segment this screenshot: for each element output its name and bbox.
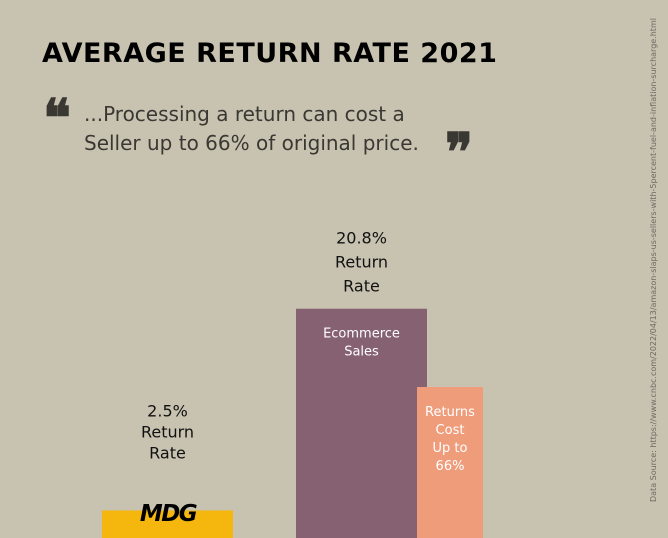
quote-text: ...Processing a return can cost a Seller…: [84, 102, 419, 155]
bar-returns-cost: [417, 386, 483, 538]
bar-mdg: [102, 510, 233, 538]
close-quote-icon: ❞: [445, 122, 473, 183]
mdg-logo: MDG: [139, 501, 198, 527]
bar-label-mdg-line-3: Rate: [149, 443, 186, 462]
bar-label-ecommerce-sales-line-1: 20.8%: [336, 229, 387, 248]
bar-inner-label-ecommerce-sales-line-2: Sales: [344, 345, 379, 360]
chart-title: AVERAGE RETURN RATE 2021: [42, 38, 498, 69]
bar-label-ecommerce-sales-line-2: Return: [335, 253, 388, 272]
bar-inner-label-returns-cost-line-1: Returns: [425, 405, 475, 420]
bar-inner-label-ecommerce-sales-line-1: Ecommerce: [323, 327, 400, 342]
bar-label-mdg-line-2: Return: [141, 422, 194, 441]
bar-inner-label-returns-cost-line-2: Cost: [436, 423, 465, 438]
open-quote-icon: ❝: [43, 88, 71, 149]
bar-inner-label-returns-cost-line-3: Up to: [433, 441, 468, 456]
bar-ecommerce-sales: [296, 308, 427, 538]
bar-label-ecommerce-sales-line-3: Rate: [343, 277, 380, 296]
bar-inner-label-returns-cost-line-4: 66%: [436, 459, 465, 474]
bar-label-mdg-line-1: 2.5%: [147, 401, 188, 420]
